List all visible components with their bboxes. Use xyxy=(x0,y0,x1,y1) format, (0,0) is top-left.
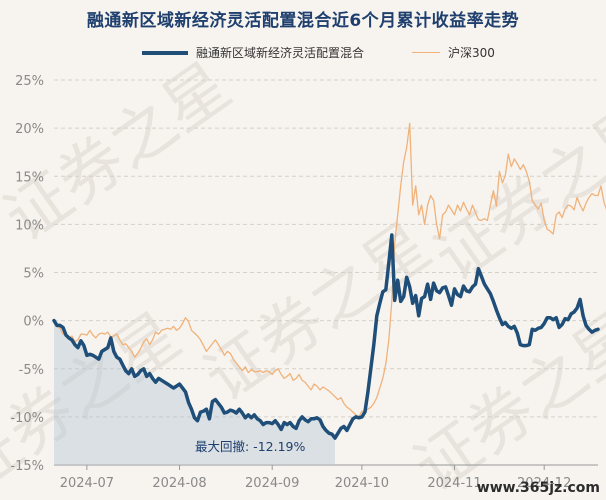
index-series-line xyxy=(53,122,606,418)
x-tick-label: 2024-07 xyxy=(60,476,114,491)
y-tick-label: -10% xyxy=(10,411,44,426)
legend-fund-label: 融通新区域新经济灵活配置混合 xyxy=(196,46,365,60)
y-tick-label: 0% xyxy=(23,315,44,330)
legend-index-swatch xyxy=(412,52,440,53)
x-tick-label: 2024-10 xyxy=(335,476,389,491)
legend-fund-swatch xyxy=(142,50,188,55)
x-tick-label: 2024-11 xyxy=(427,476,481,491)
x-tick-label: 2024-09 xyxy=(245,476,299,491)
background-watermark: 证券之星 xyxy=(192,209,444,416)
legend-index-label: 沪深300 xyxy=(448,46,495,60)
legend-item-fund[interactable]: 融通新区域新经济灵活配置混合 xyxy=(142,44,364,61)
legend-item-index[interactable]: 沪深300 xyxy=(412,44,495,61)
max-drawdown-area xyxy=(54,320,335,465)
y-tick-label: 20% xyxy=(15,122,44,137)
y-tick-label: 25% xyxy=(15,74,44,89)
y-tick-label: -5% xyxy=(19,363,44,378)
background-watermark: 证券之星 xyxy=(402,299,606,500)
fund-series-line xyxy=(52,233,600,440)
y-tick-label: 10% xyxy=(15,218,44,233)
background-watermark: 证券之星 xyxy=(422,89,606,296)
x-tick-label: 2024-12 xyxy=(517,476,571,491)
y-tick-label: -15% xyxy=(10,459,44,474)
chart-legend: 融通新区域新经济灵活配置混合 沪深300 xyxy=(0,44,606,62)
site-watermark: www.365jz.com xyxy=(476,480,600,496)
chart-title: 融通新区域新经济灵活配置混合近6个月累计收益率走势 xyxy=(86,11,520,31)
x-tick-label: 2024-08 xyxy=(152,476,206,491)
max-drawdown-label: 最大回撤: -12.19% xyxy=(195,439,305,454)
y-tick-label: 15% xyxy=(15,170,44,185)
y-tick-label: 5% xyxy=(23,267,44,282)
